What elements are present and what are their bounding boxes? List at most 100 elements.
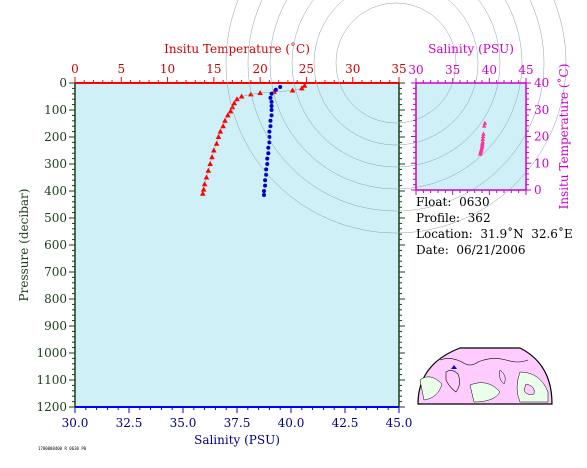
- temperature-point: [229, 104, 236, 110]
- ts-x-tick-label: 35: [445, 63, 460, 77]
- pressure-tick-label: 200: [44, 130, 67, 144]
- salinity-point: [263, 183, 268, 188]
- map-ocean-atlantic: [419, 376, 443, 401]
- salinity-tick-label: 35.0: [170, 416, 197, 430]
- pressure-tick-label: 1200: [36, 400, 67, 414]
- pressure-tick-label: 800: [44, 292, 67, 306]
- ts-point: [477, 151, 483, 156]
- world-map: [417, 347, 553, 405]
- temperature-point: [203, 174, 210, 180]
- salinity-point: [265, 156, 270, 161]
- map-australia: [523, 383, 535, 395]
- float-value: 0630: [459, 195, 490, 209]
- salinity-point: [262, 189, 266, 193]
- map-africa: [445, 370, 460, 393]
- temperature-point: [227, 108, 234, 114]
- salinity-tick-label: 30.0: [62, 416, 89, 430]
- temperature-tick-label: 30: [345, 62, 360, 76]
- temperature-point: [238, 93, 245, 99]
- density-contour: [335, 2, 457, 124]
- ts-y-tick-label: 40: [534, 76, 549, 90]
- pressure-tick-label: 300: [44, 157, 67, 171]
- temperature-tick-label: 35: [391, 62, 406, 76]
- map-ocean-indian: [469, 382, 501, 403]
- float-label: Float:: [416, 195, 452, 209]
- temperature-point: [209, 154, 215, 160]
- date-label: Date:: [416, 243, 449, 257]
- temperature-point: [211, 147, 217, 153]
- temperature-point: [207, 161, 213, 166]
- pressure-tick-label: 100: [44, 103, 67, 117]
- density-contour: [225, 0, 567, 234]
- ts-y-tick-label: 30: [534, 103, 549, 117]
- temperature-point: [299, 85, 305, 91]
- temperature-tick-label: 0: [71, 62, 79, 76]
- temperature-point: [201, 181, 208, 187]
- salinity-point: [273, 87, 278, 92]
- ts-x-tick-label: 40: [482, 63, 497, 77]
- salinity-axis-title: Salinity (PSU): [194, 433, 280, 447]
- temperature-point: [222, 117, 228, 123]
- pressure-tick-label: 500: [44, 211, 67, 225]
- salinity-tick-label: 32.5: [116, 416, 143, 430]
- ts-point: [480, 136, 485, 141]
- salinity-point: [278, 85, 283, 90]
- ts-x-axis-title: Salinity (PSU): [428, 42, 514, 56]
- location-info: Location: 31.9˚N 32.6˚E: [416, 227, 573, 241]
- temperature-axis-title: Insitu Temperature (˚C): [164, 41, 310, 56]
- ts-point: [480, 134, 486, 139]
- temperature-point: [248, 91, 254, 97]
- map-india: [499, 369, 506, 385]
- salinity-point: [267, 129, 272, 134]
- ts-x-tick-label: 45: [518, 63, 533, 77]
- ts-point: [482, 123, 487, 128]
- location-value: 31.9˚N 32.6˚E: [480, 227, 573, 241]
- temperature-point: [231, 100, 238, 106]
- salinity-point: [262, 193, 266, 198]
- ts-point: [482, 120, 488, 125]
- temperature-point: [199, 190, 206, 196]
- date-value: 06/21/2006: [456, 243, 526, 257]
- ts-y-tick-label: 0: [534, 183, 542, 197]
- salinity-point: [268, 95, 273, 100]
- salinity-point: [269, 99, 274, 104]
- footer-code: 1700080400 R 0630 P0: [38, 446, 87, 451]
- temperature-tick-label: 15: [206, 62, 221, 76]
- pressure-axis-title: Pressure (decibar): [17, 189, 31, 302]
- pressure-tick-label: 700: [44, 265, 67, 279]
- float-location-marker: [451, 365, 457, 369]
- temperature-tick-label: 20: [253, 62, 268, 76]
- salinity-point: [269, 113, 274, 118]
- plot-background: [75, 83, 399, 407]
- temperature-tick-label: 25: [299, 62, 314, 76]
- salinity-point: [269, 108, 274, 112]
- pressure-tick-label: 400: [44, 184, 67, 198]
- temperature-point: [220, 123, 226, 129]
- ts-plot-background: [416, 83, 526, 190]
- ts-y-tick-label: 20: [534, 130, 549, 144]
- temperature-point: [215, 134, 222, 139]
- temperature-point: [257, 89, 263, 95]
- ts-point: [481, 131, 486, 136]
- salinity-point: [266, 145, 271, 150]
- salinity-point: [263, 178, 268, 183]
- temperature-point: [205, 167, 212, 173]
- density-contour: [269, 0, 523, 190]
- profile-value: 362: [467, 211, 491, 225]
- density-contour: [313, 0, 479, 146]
- temperature-point: [213, 140, 220, 146]
- profile-info: Profile: 362: [416, 211, 491, 225]
- temperature-point: [289, 87, 296, 93]
- temperature-point: [217, 128, 224, 134]
- salinity-point: [268, 118, 273, 123]
- ts-y-tick-label: 10: [534, 156, 549, 170]
- salinity-point: [264, 172, 269, 177]
- pressure-tick-label: 900: [44, 319, 67, 333]
- location-label: Location:: [416, 227, 473, 241]
- pressure-tick-label: 600: [44, 238, 67, 252]
- profile-label: Profile:: [416, 211, 461, 225]
- ts-y-axis-title: Insitu Temperature (˚C): [556, 64, 571, 210]
- salinity-tick-label: 42.5: [332, 416, 359, 430]
